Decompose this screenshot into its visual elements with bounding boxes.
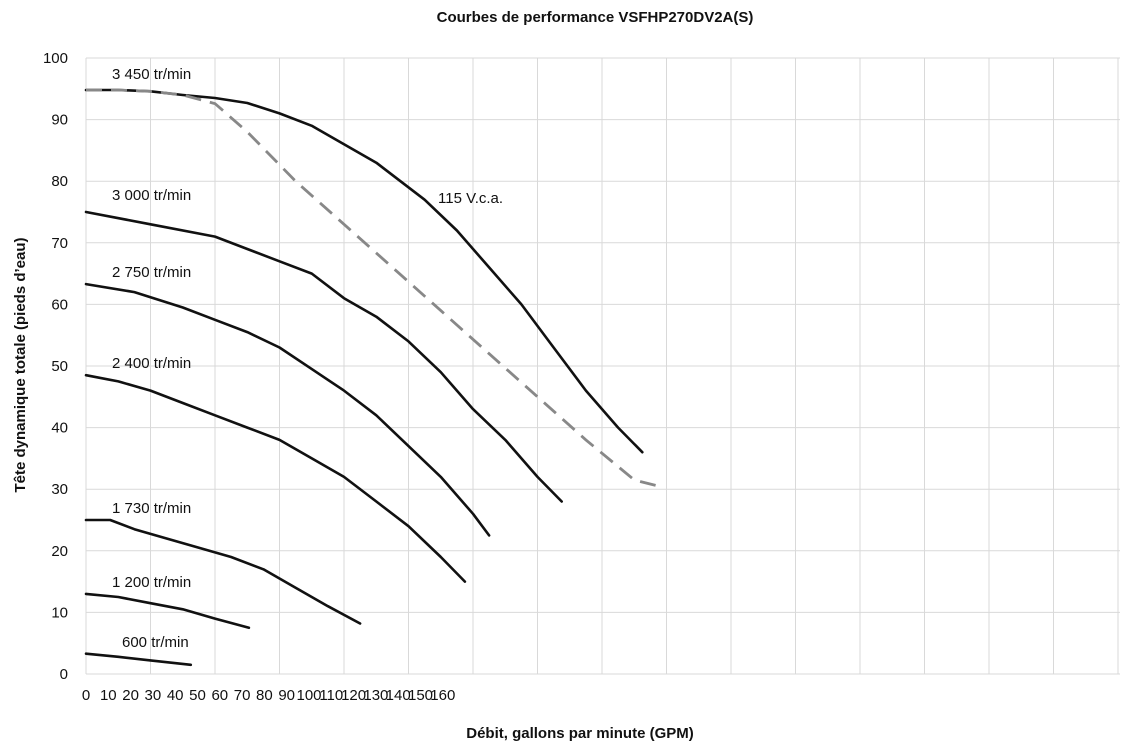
y-tick-label: 30	[51, 481, 68, 498]
y-tick-labels: 0 10 20 30 40 50 60 70 80 90 100	[43, 50, 68, 683]
curve-label-115-v-c-a-: 115 V.c.a.	[438, 190, 503, 207]
curve-label-600-tr-min: 600 tr/min	[122, 634, 189, 651]
curve-label-1-200-tr-min: 1 200 tr/min	[112, 574, 191, 591]
y-tick-label: 50	[51, 358, 68, 375]
curve-600-tr-min	[84, 652, 193, 667]
x-tick-label: 90	[278, 687, 295, 704]
curve-2-750-tr-min	[84, 282, 491, 537]
curve-label-2-750-tr-min: 2 750 tr/min	[112, 264, 191, 281]
y-tick-label: 80	[51, 173, 68, 190]
y-tick-label: 20	[51, 543, 68, 560]
performance-curves	[84, 88, 659, 667]
chart-title: Courbes de performance VSFHP270DV2A(S)	[437, 9, 754, 26]
x-tick-label: 40	[167, 687, 184, 704]
x-tick-label: 160	[430, 687, 455, 704]
x-tick-label: 50	[189, 687, 206, 704]
curve-3-000-tr-min	[84, 210, 563, 503]
x-tick-label: 0	[82, 687, 90, 704]
x-tick-label: 110	[319, 687, 343, 704]
x-tick-label: 80	[256, 687, 273, 704]
y-tick-label: 60	[51, 296, 68, 313]
x-tick-label: 130	[363, 687, 388, 704]
y-tick-label: 40	[51, 420, 68, 437]
y-axis-label: Tête dynamique totale (pieds d’eau)	[12, 237, 29, 492]
curve-label-3-450-tr-min: 3 450 tr/min	[112, 66, 191, 83]
curve-1-730-tr-min	[84, 518, 362, 625]
x-tick-label: 140	[386, 687, 411, 704]
x-tick-label: 20	[122, 687, 139, 704]
x-tick-label: 10	[100, 687, 117, 704]
x-tick-label: 120	[341, 687, 366, 704]
curve-label-1-730-tr-min: 1 730 tr/min	[112, 500, 191, 517]
curve-3-450-tr-min	[84, 88, 644, 454]
x-tick-label: 70	[234, 687, 251, 704]
y-tick-label: 70	[51, 235, 68, 252]
y-tick-label: 90	[51, 112, 68, 129]
x-tick-label: 30	[145, 687, 162, 704]
y-tick-label: 10	[51, 604, 68, 621]
x-axis-label: Débit, gallons par minute (GPM)	[466, 725, 694, 742]
curve-label-2-400-tr-min: 2 400 tr/min	[112, 355, 191, 372]
x-tick-label: 60	[211, 687, 228, 704]
grid-lines	[85, 57, 1120, 675]
y-tick-label: 100	[43, 50, 68, 67]
curve-1-200-tr-min	[84, 592, 251, 630]
x-tick-label: 100	[296, 687, 321, 704]
y-tick-label: 0	[60, 666, 68, 683]
curve-115-v-c-a-	[86, 88, 659, 488]
curve-2-400-tr-min	[84, 373, 467, 583]
curve-labels: 3 450 tr/min 3 000 tr/min 2 750 tr/min 2 40…	[112, 66, 503, 651]
x-tick-label: 150	[408, 687, 433, 704]
curve-label-3-000-tr-min: 3 000 tr/min	[112, 187, 191, 204]
